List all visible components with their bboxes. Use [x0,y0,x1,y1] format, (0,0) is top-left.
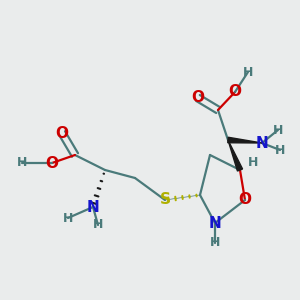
Text: H: H [63,212,73,224]
Text: H: H [248,157,258,169]
Text: H: H [273,124,283,136]
Text: H: H [210,236,220,250]
Text: O: O [238,193,251,208]
Text: O: O [56,125,68,140]
Text: O: O [46,155,59,170]
Text: O: O [229,85,242,100]
Polygon shape [228,137,262,143]
Polygon shape [228,140,243,171]
Text: S: S [160,193,170,208]
Text: H: H [275,143,285,157]
Text: H: H [243,65,253,79]
Text: N: N [87,200,99,214]
Text: H: H [93,218,103,232]
Text: N: N [208,215,221,230]
Text: H: H [17,157,27,169]
Text: N: N [256,136,268,151]
Text: O: O [191,91,205,106]
